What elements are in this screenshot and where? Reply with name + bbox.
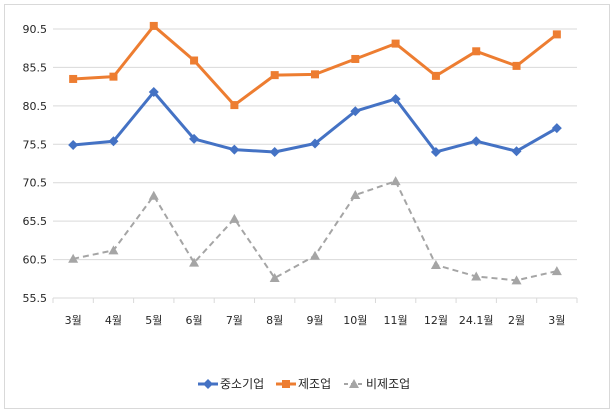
legend-item: 제조업 <box>276 377 331 391</box>
y-tick-label: 80.5 <box>23 100 48 113</box>
x-tick-label: 6월 <box>186 314 203 327</box>
data-point <box>189 257 200 267</box>
data-point <box>431 71 440 80</box>
data-point <box>471 271 482 281</box>
x-tick-label: 10월 <box>343 314 367 327</box>
legend-item: 비제조업 <box>344 377 410 391</box>
data-point <box>148 87 159 98</box>
data-point <box>551 123 562 134</box>
series-line <box>72 180 558 282</box>
data-point <box>351 54 360 63</box>
data-point <box>511 275 522 285</box>
legend-label: 비제조업 <box>366 377 410 391</box>
data-point <box>190 56 199 65</box>
gridlines <box>52 28 578 303</box>
chart-frame: 90.5 85.5 80.5 75.5 70.5 65.5 60.5 55.5 3월 4월 5월 6… <box>4 4 610 409</box>
data-point <box>229 144 240 155</box>
x-tick-label: 5월 <box>145 314 162 327</box>
series-1 <box>69 21 561 110</box>
legend-swatch-marker <box>349 379 359 388</box>
x-tick-label: 4월 <box>105 314 122 327</box>
data-point <box>69 74 78 83</box>
data-point <box>391 39 400 48</box>
data-point <box>471 136 482 147</box>
x-tick-label: 8월 <box>266 314 283 327</box>
data-point <box>310 250 320 260</box>
data-point <box>108 245 119 255</box>
legend-swatch-marker <box>203 379 213 389</box>
data-point <box>551 266 562 276</box>
data-point <box>229 213 240 223</box>
legend-item: 중소기업 <box>198 377 264 391</box>
data-point <box>350 106 361 117</box>
data-point <box>350 190 361 200</box>
data-point <box>109 72 118 81</box>
data-point <box>270 71 279 80</box>
y-axis-ticks: 90.5 85.5 80.5 75.5 70.5 65.5 60.5 55.5 <box>23 23 48 305</box>
data-point <box>149 21 158 30</box>
series-0 <box>68 87 562 157</box>
y-tick-label: 75.5 <box>23 138 48 151</box>
legend: 중소기업 제조업 비제조업 <box>198 377 410 391</box>
data-point <box>472 47 481 56</box>
x-tick-label: 3월 <box>548 314 565 327</box>
data-point <box>390 176 401 186</box>
data-point <box>68 253 79 263</box>
data-point <box>68 140 79 151</box>
data-point <box>430 259 441 269</box>
data-point <box>189 133 200 144</box>
data-point <box>511 146 522 157</box>
line-chart: 90.5 85.5 80.5 75.5 70.5 65.5 60.5 55.5 3월 4월 5월 6… <box>23 21 578 391</box>
x-tick-label: 3월 <box>65 314 82 327</box>
legend-label: 중소기업 <box>220 377 264 391</box>
data-point <box>230 101 239 110</box>
series-line <box>73 24 558 107</box>
y-tick-label: 60.5 <box>23 254 48 267</box>
data-point <box>148 190 159 200</box>
x-tick-label: 7월 <box>226 314 243 327</box>
y-tick-label: 55.5 <box>23 292 48 305</box>
data-point <box>269 146 280 157</box>
x-tick-label: 12월 <box>424 314 448 327</box>
data-point <box>390 93 401 104</box>
legend-swatch-marker <box>282 380 290 388</box>
y-tick-label: 90.5 <box>23 23 48 36</box>
data-point <box>430 146 441 157</box>
data-point <box>108 136 119 147</box>
data-point <box>269 273 280 283</box>
y-tick-label: 65.5 <box>23 215 48 228</box>
y-tick-label: 85.5 <box>23 61 48 74</box>
y-tick-label: 70.5 <box>23 177 48 190</box>
x-tick-label: 9월 <box>306 314 323 327</box>
x-tick-label: 2월 <box>508 314 525 327</box>
legend-label: 제조업 <box>298 377 331 391</box>
data-point <box>310 138 320 149</box>
data-point <box>552 30 561 39</box>
x-tick-label: 24.1월 <box>459 314 494 327</box>
series-2 <box>68 176 562 285</box>
x-axis-ticks: 3월 4월 5월 6월 7월 8월 9월 10월 11월 12월 24.1월 2월 3월 <box>65 314 566 327</box>
series-group <box>68 21 562 285</box>
data-point <box>311 70 319 79</box>
x-tick-label: 11월 <box>384 314 408 327</box>
data-point <box>512 61 521 70</box>
